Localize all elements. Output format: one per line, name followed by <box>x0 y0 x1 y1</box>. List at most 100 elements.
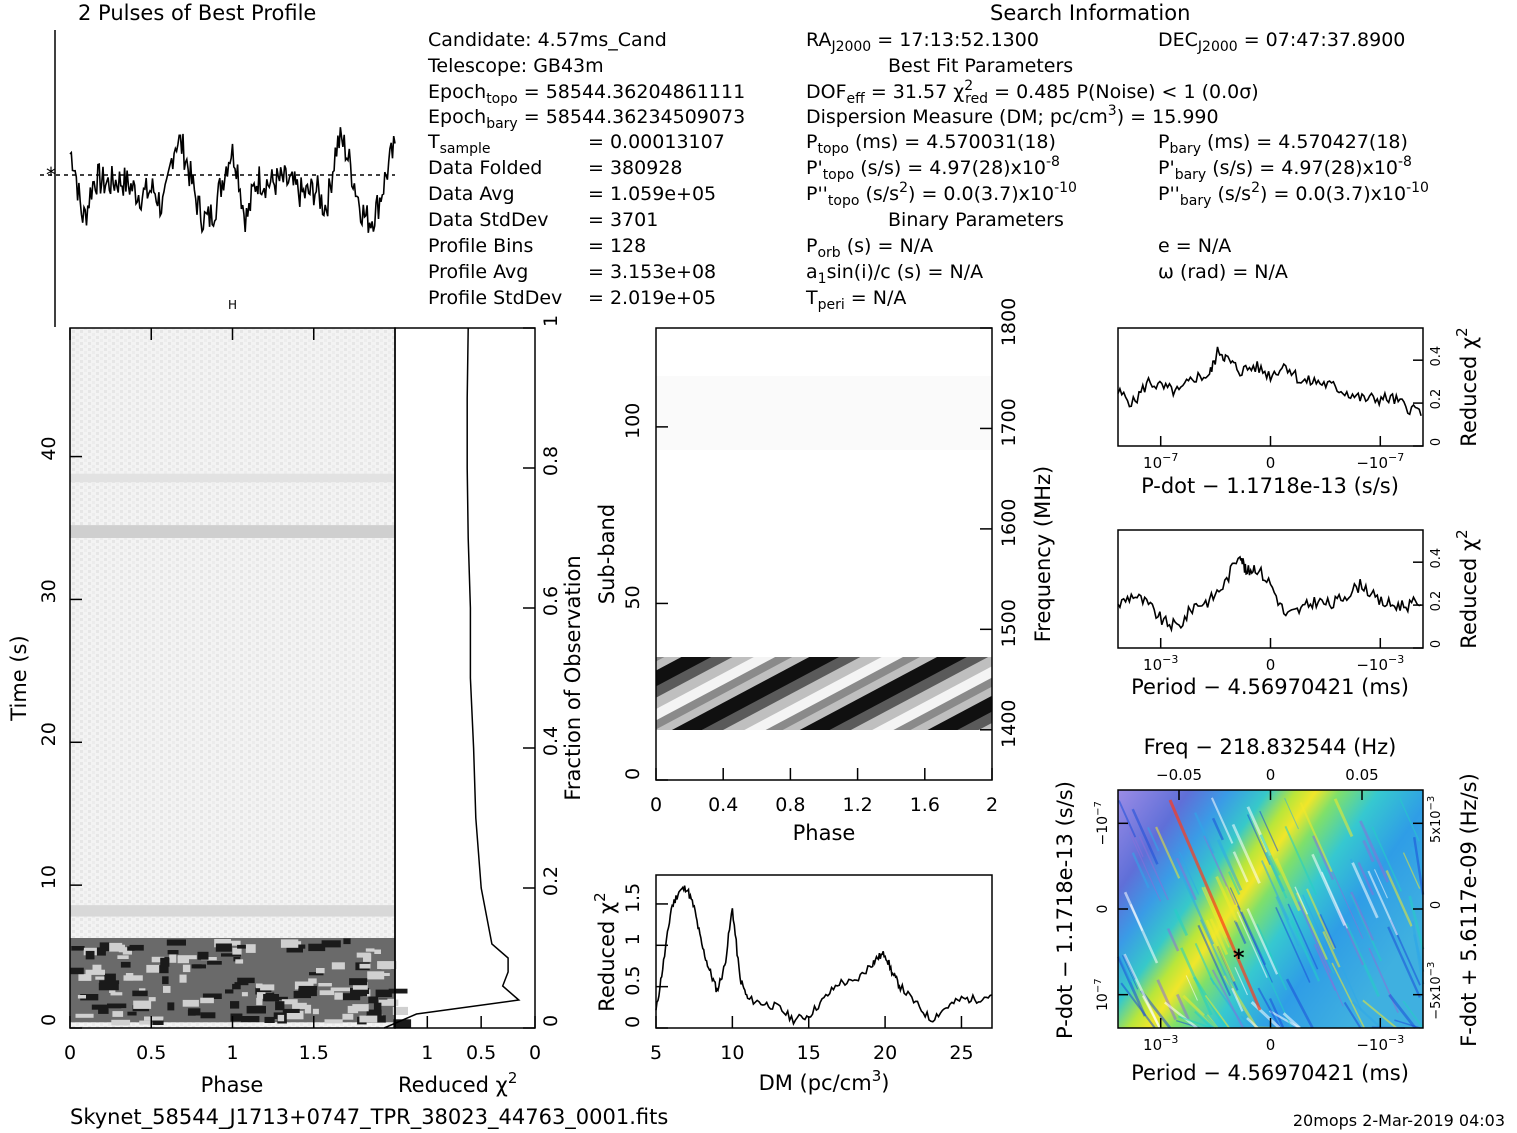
dm-frame <box>655 874 993 1029</box>
time-phase-cell <box>277 1014 285 1022</box>
time-phase-cell <box>265 992 275 1002</box>
time-phase-cell <box>96 947 106 956</box>
ppdot-streak <box>1344 922 1381 997</box>
time-phase-cell <box>201 957 217 961</box>
tsample-value: = 0.00013107 <box>588 131 725 153</box>
time-phase-cell <box>334 992 343 1000</box>
ppdot-streak <box>1259 834 1281 876</box>
time-phase-cell <box>298 985 318 990</box>
search-info-title: Search Information <box>990 1 1190 25</box>
subband-frame <box>655 327 993 781</box>
time-phase-cell <box>352 1004 369 1012</box>
dm-tick-label: 15 <box>797 1042 821 1064</box>
ppdot-streak <box>1312 835 1335 881</box>
phase-tick-label: 0.5 <box>136 1042 166 1064</box>
pdot-ticks: 10−7 0 −10−7 0 0.2 0.4 <box>1143 346 1444 472</box>
ppdot-streak <box>1275 906 1311 983</box>
ppdot-ylabel: P-dot − 1.1718e-13 (s/s) <box>1053 781 1077 1039</box>
ppdot-streak <box>1227 871 1241 895</box>
time-phase-ticks: 0 0.5 1 1.5 0 10 20 30 40 <box>38 328 329 1064</box>
time-phase-cell <box>343 938 351 945</box>
time-phase-cell <box>167 1002 175 1011</box>
freq-tick-label: 1400 <box>998 700 1020 748</box>
curve-xtick-label: 0 <box>1266 454 1276 472</box>
time-phase-cell <box>139 988 146 993</box>
ppdot-streak <box>1269 953 1288 991</box>
ppdot-streak <box>1302 894 1332 958</box>
ppdot-streak <box>1343 1001 1362 1029</box>
ppdot-streak <box>1351 862 1379 919</box>
time-phase-cell <box>182 964 191 973</box>
pdot-line <box>1117 346 1422 417</box>
time-phase-cell <box>233 957 241 962</box>
dm-line <box>655 885 993 1027</box>
time-phase-cell <box>162 976 169 985</box>
ppdot-streak <box>1203 886 1228 938</box>
period-panel: 10−3 0 −10−3 0 0.2 0.4 Period − 4.56970421 (m… <box>1117 529 1481 699</box>
ppdot-streak <box>1313 943 1337 991</box>
time-phase-cell <box>111 1019 131 1026</box>
ppdot-streak <box>1156 979 1177 1021</box>
ppdot-streak <box>1180 947 1213 1016</box>
redchi-time-frame <box>394 327 536 1029</box>
time-phase-cell <box>237 944 246 949</box>
time-phase-faint-row-2 <box>70 905 395 917</box>
subband-tick-label: 50 <box>622 585 644 609</box>
time-tick-label: 20 <box>38 722 60 746</box>
time-phase-cell <box>83 947 102 952</box>
ppdot-freq-tick-label: −0.05 <box>1156 766 1202 784</box>
time-phase-cell <box>151 956 165 963</box>
time-phase-cell <box>144 1016 164 1021</box>
ppdot-streak <box>1231 823 1261 884</box>
time-phase-cell <box>177 955 197 960</box>
ppdot-streak <box>1250 1001 1281 1030</box>
time-phase-cell <box>255 983 263 989</box>
ppdot-streak <box>1332 946 1362 1010</box>
ppdot-streak <box>1350 891 1375 941</box>
ppdot-streak <box>1294 886 1309 915</box>
ppdot-streak <box>1131 808 1159 865</box>
ppdot-streak <box>1225 886 1240 916</box>
profile-bins-value: = 128 <box>588 235 646 257</box>
time-phase-cell <box>392 1006 408 1015</box>
time-phase-cell <box>330 987 350 992</box>
freq-tick-label: 1700 <box>998 398 1020 446</box>
ppdot-streak <box>1117 952 1133 983</box>
ppdot-streak <box>1299 802 1333 873</box>
ppdot-streak <box>1211 969 1244 1029</box>
time-phase-cell <box>98 1005 109 1014</box>
dm-ytick-label: 0 <box>622 1016 644 1028</box>
time-phase-cell <box>200 1012 216 1019</box>
time-phase-panel: 0 0.5 1 1.5 0 10 20 30 40 Phase Time (s) <box>7 327 412 1097</box>
time-phase-cell <box>132 990 148 997</box>
time-phase-cell <box>368 996 379 1004</box>
ppdot-streak <box>1268 1009 1301 1029</box>
pbary-line: Pbary (ms) = 4.570427(18) <box>1158 131 1408 157</box>
time-phase-cell <box>98 982 119 991</box>
time-phase-cell <box>215 943 232 952</box>
time-phase-cell <box>70 967 84 975</box>
time-phase-cell <box>393 1019 412 1028</box>
time-phase-cell <box>177 956 189 964</box>
ppdot-streak <box>1178 1015 1212 1029</box>
ra-line: RAJ2000 = 17:13:52.1300 <box>806 29 1039 55</box>
subphase-tick-label: 2 <box>986 794 998 816</box>
profile-error-bar: H <box>228 298 237 312</box>
time-phase-cell <box>260 984 275 991</box>
ppdot-streak <box>1297 901 1332 973</box>
ppdot-streak <box>1164 1001 1198 1029</box>
ppdot-streak <box>1306 888 1336 950</box>
ppdot-streak <box>1362 999 1398 1029</box>
dm-line: Dispersion Measure (DM; pc/cm3) = 15.990 <box>806 103 1219 128</box>
time-phase-cell <box>125 973 134 981</box>
time-phase-cell <box>104 973 116 982</box>
time-phase-cell <box>122 947 132 955</box>
ppdot-streak <box>1194 1010 1213 1029</box>
time-phase-cell <box>78 974 92 981</box>
ppdot-streaks <box>1117 797 1425 1030</box>
curve-ytick-label: 0 <box>1429 640 1444 648</box>
time-phase-cell <box>349 978 368 986</box>
time-phase-cell <box>312 1008 319 1015</box>
ppdot-streak <box>1411 921 1425 985</box>
time-phase-cell <box>235 959 244 964</box>
